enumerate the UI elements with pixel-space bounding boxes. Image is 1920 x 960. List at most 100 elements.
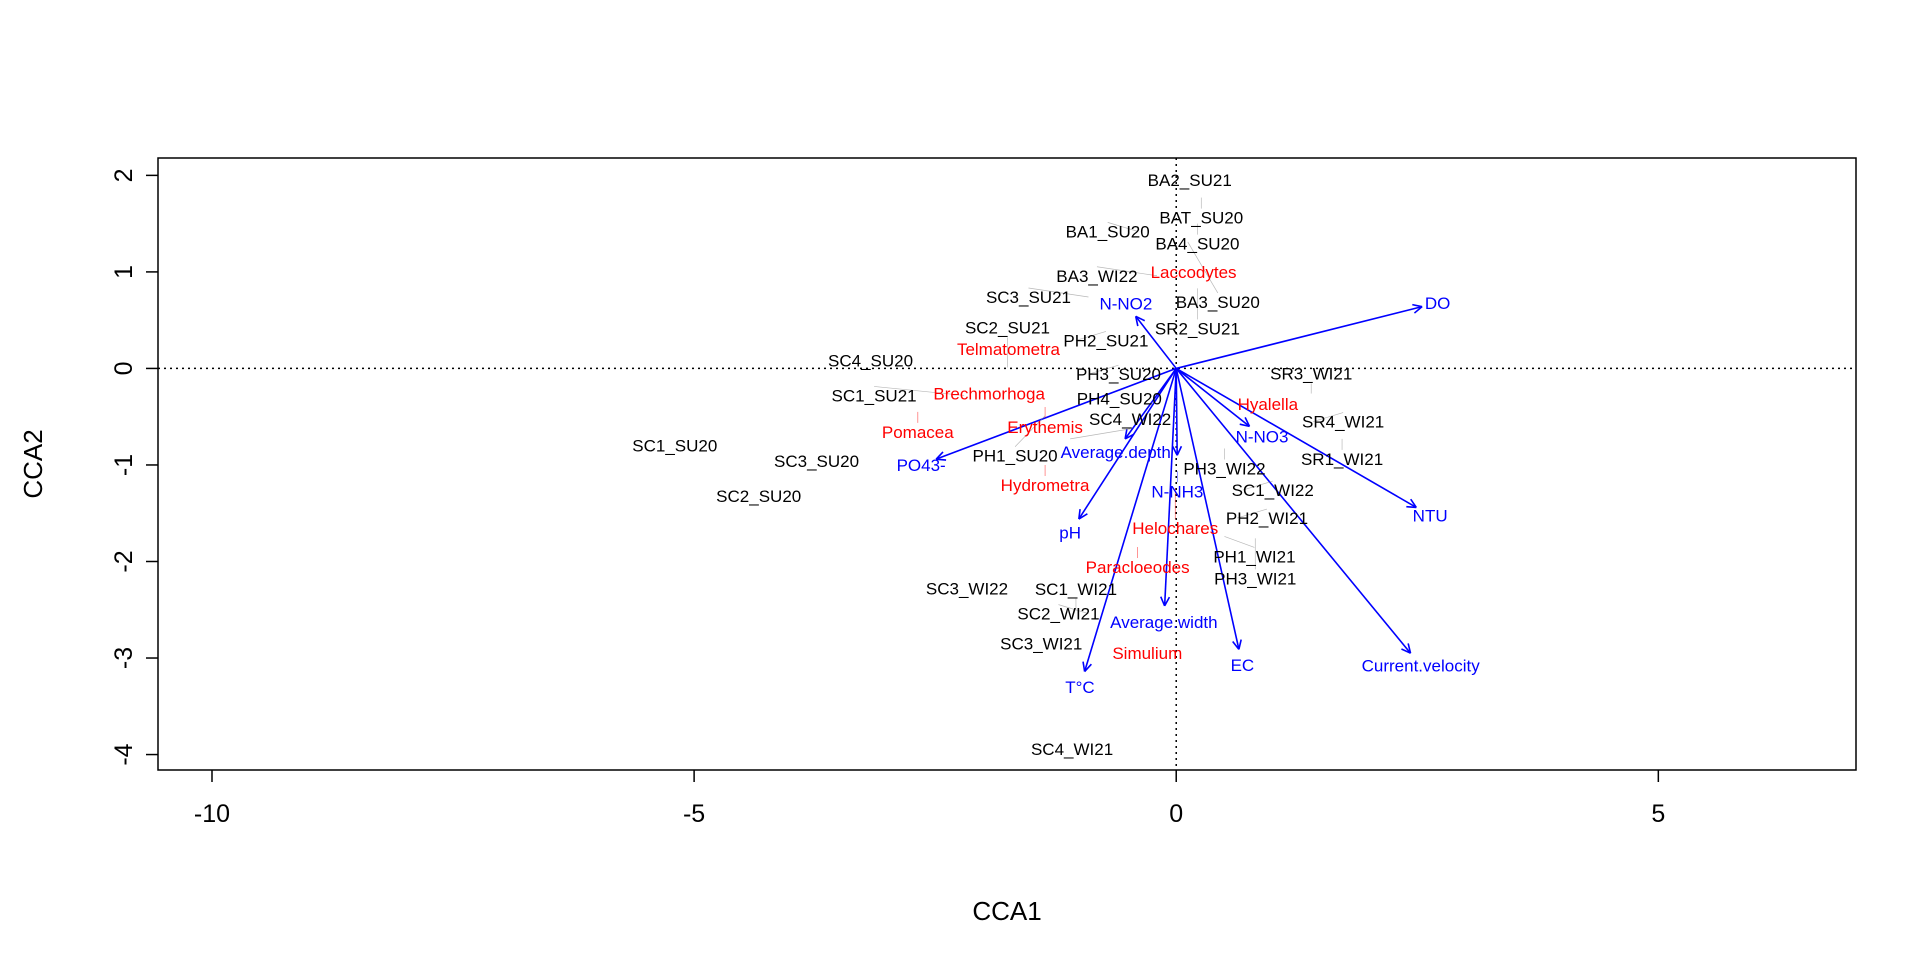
env-label: pH — [1059, 523, 1081, 542]
site-label: SC4_SU20 — [828, 352, 913, 371]
plot-frame — [157, 157, 1857, 771]
species-label: Telmatometra — [957, 340, 1061, 359]
env-arrowhead — [1172, 446, 1178, 456]
env-arrow — [1124, 367, 1177, 440]
env-arrow — [1163, 368, 1178, 606]
label-leader-line — [1088, 364, 1119, 375]
x-axis-label: CCA1 — [972, 896, 1041, 926]
env-label: EC — [1231, 656, 1255, 675]
label-leader-line — [1107, 222, 1138, 232]
env-arrowhead — [1244, 417, 1251, 427]
species-label: Simulium — [1112, 644, 1182, 663]
env-arrow — [1175, 367, 1417, 509]
label-leader-line — [1075, 331, 1107, 341]
site-label: BA3_WI22 — [1056, 267, 1137, 286]
env-arrowhead — [1407, 643, 1412, 654]
x-tick-label: 0 — [1169, 800, 1183, 828]
label-leader-line — [1242, 480, 1273, 491]
env-arrowhead — [1163, 596, 1171, 607]
x-tick-label: -10 — [194, 800, 230, 828]
y-tick-label: 2 — [110, 168, 138, 182]
env-arrow — [1175, 367, 1250, 427]
site-label: BA3_SU20 — [1176, 293, 1260, 312]
x-tick-label: -5 — [683, 800, 705, 828]
env-arrowhead — [1084, 663, 1092, 673]
species-label: Laccodytes — [1151, 263, 1237, 282]
site-label: PH2_SU21 — [1063, 331, 1148, 350]
y-tick-label: -1 — [110, 454, 138, 476]
site-label: BA2_SU21 — [1148, 171, 1232, 190]
label-leader-line — [1313, 412, 1344, 422]
site-label: SR4_WI21 — [1302, 413, 1384, 432]
site-label: SC4_WI21 — [1031, 740, 1113, 759]
species-label: Pomacea — [882, 423, 954, 442]
env-arrowhead — [1160, 596, 1166, 607]
label-leader-line — [874, 386, 965, 396]
species-label: Paracloeodes — [1086, 558, 1190, 577]
site-label: PH4_SU20 — [1077, 389, 1162, 408]
label-leader-line — [1058, 604, 1089, 614]
species-label: Helochares — [1132, 519, 1218, 538]
env-label: Average.width — [1110, 613, 1217, 632]
env-label: NTU — [1413, 506, 1448, 525]
env-arrowhead — [1124, 433, 1135, 440]
site-label: PH3_WI22 — [1183, 460, 1265, 479]
env-arrow — [1083, 368, 1177, 672]
env-arrow — [1175, 367, 1412, 654]
site-label: SC3_SU20 — [774, 452, 859, 471]
species-label: Hyalella — [1238, 395, 1299, 414]
env-arrow — [1175, 368, 1240, 650]
species-label: Erythemis — [1007, 418, 1083, 437]
y-tick-label: -3 — [110, 647, 138, 669]
y-tick-label: 0 — [110, 361, 138, 375]
site-label: PH1_SU20 — [973, 447, 1058, 466]
env-label: N-NH3 — [1151, 482, 1203, 501]
site-label: SC3_WI21 — [1000, 635, 1082, 654]
env-arrowhead — [1078, 513, 1088, 520]
site-label: BAT_SU20 — [1159, 209, 1243, 228]
label-leader-line — [1096, 266, 1157, 277]
site-label: SR2_SU21 — [1155, 319, 1240, 338]
site-label: BA1_SU20 — [1066, 222, 1150, 241]
site-label: SC2_SU20 — [716, 487, 801, 506]
env-label: Current.velocity — [1362, 657, 1481, 676]
env-arrow — [935, 367, 1177, 460]
species-label: Brechmorhoga — [933, 385, 1045, 404]
env-label: PO43- — [897, 456, 946, 475]
env-arrow — [1176, 305, 1423, 370]
env-arrowhead — [1134, 316, 1139, 327]
label-leader-line — [1187, 241, 1219, 294]
site-label: PH3_SU20 — [1076, 365, 1161, 384]
env-arrowhead — [1078, 508, 1081, 520]
env-arrowhead — [1232, 640, 1240, 650]
env-label: N-NO3 — [1236, 427, 1289, 446]
env-arrow — [1078, 368, 1177, 520]
env-arrowhead — [1406, 505, 1417, 509]
site-label: SC2_WI21 — [1017, 605, 1099, 624]
species-label: Hydrometra — [1001, 476, 1090, 495]
y-axis-label: CCA2 — [18, 429, 48, 498]
site-label: SR3_WI21 — [1270, 365, 1352, 384]
site-label: SC3_WI22 — [926, 580, 1008, 599]
env-arrow — [1175, 368, 1178, 456]
site-label: SC4_WI22 — [1089, 410, 1171, 429]
env-arrowhead — [1410, 498, 1417, 508]
label-leader-line — [1028, 287, 1089, 298]
env-arrowhead — [1238, 639, 1242, 650]
env-arrowhead — [1124, 428, 1128, 440]
y-tick-label: 1 — [110, 265, 138, 279]
x-tick-label: 5 — [1651, 800, 1665, 828]
env-label: Average.depth — [1061, 443, 1171, 462]
env-label: DO — [1425, 294, 1451, 313]
site-label: SC1_WI21 — [1035, 580, 1117, 599]
label-leader-line — [1014, 415, 1046, 447]
site-label: BA4_SU20 — [1155, 235, 1239, 254]
site-label: PH1_WI21 — [1213, 547, 1295, 566]
env-arrowhead — [1401, 648, 1411, 654]
site-label: SC1_SU21 — [832, 386, 917, 405]
site-label: SC1_SU20 — [632, 437, 717, 456]
site-label: PH2_WI21 — [1226, 509, 1308, 528]
env-label: N-NO2 — [1099, 295, 1152, 314]
site-label: PH3_WI21 — [1214, 569, 1296, 588]
